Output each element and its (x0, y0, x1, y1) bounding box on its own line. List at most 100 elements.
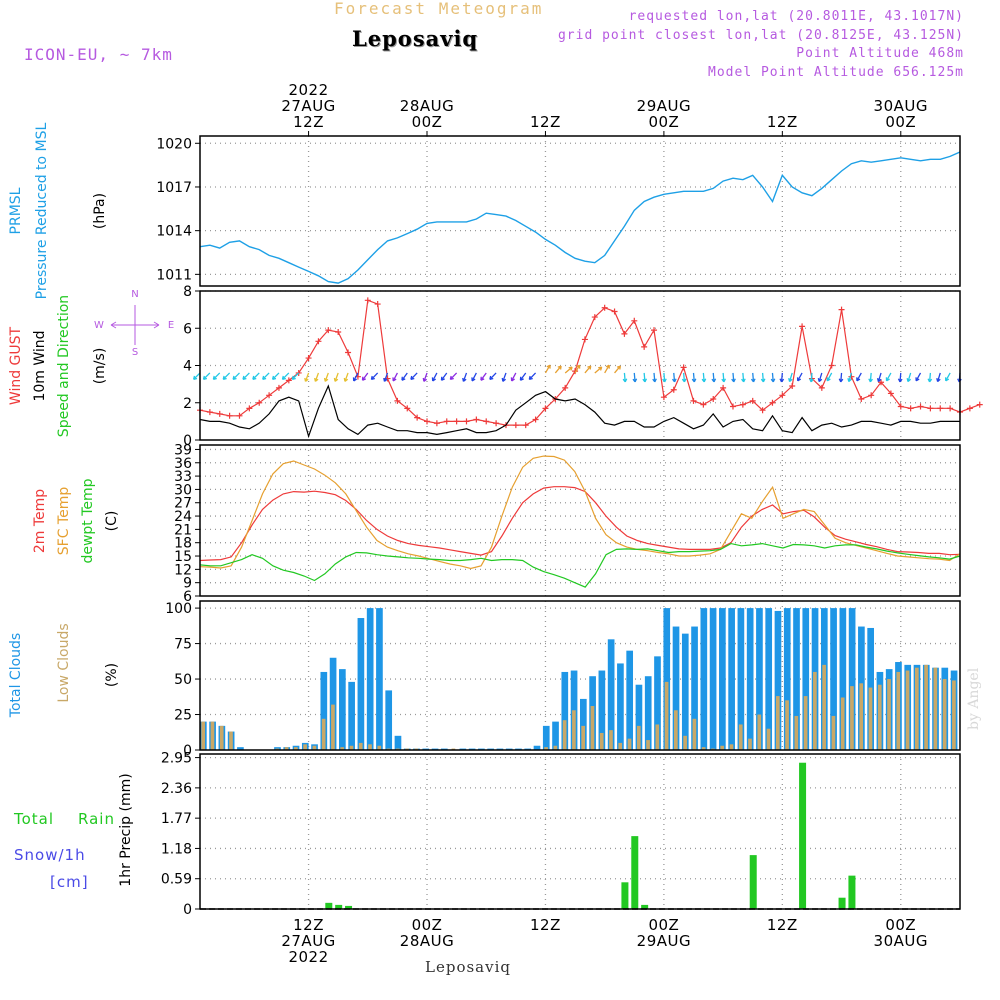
time-label-bottom: 00Z (885, 916, 916, 934)
gust-point (887, 390, 894, 397)
gust-point (542, 405, 549, 412)
label-wind-unit: (m/s) (92, 348, 108, 385)
wind-direction-arrow (662, 372, 667, 383)
gust-point (611, 308, 618, 315)
wind-direction-arrow (915, 372, 922, 382)
wind-direction-arrow (750, 372, 756, 383)
gust-point (453, 418, 460, 425)
low-cloud-bar (924, 664, 928, 750)
y-tick-label: 6 (183, 321, 192, 337)
wind-direction-arrow (431, 372, 438, 382)
low-cloud-bar (590, 706, 595, 750)
low-cloud-bar (720, 745, 725, 750)
y-tick-label: 2 (183, 396, 192, 412)
wind-direction-arrow (422, 372, 428, 382)
low-cloud-bar (794, 715, 799, 750)
rain-bar (848, 875, 856, 909)
low-cloud-bar (229, 731, 233, 750)
low-cloud-bar (646, 740, 650, 750)
footer-location: Leposaviq (425, 958, 511, 976)
low-cloud-bar (952, 680, 956, 750)
low-cloud-bar (618, 742, 623, 750)
wind-direction-arrow (291, 372, 300, 380)
low-cloud-bar (664, 681, 669, 750)
y-tick-label: 1020 (156, 136, 192, 152)
gust-point (522, 422, 529, 429)
wind-direction-arrow (392, 372, 398, 382)
gust-point (285, 377, 292, 384)
wind-direction-arrow (691, 372, 697, 383)
label-wind-gust: Wind GUST (8, 326, 24, 405)
wind-direction-arrow (944, 372, 951, 382)
gust-point (305, 355, 312, 362)
low-cloud-bar (544, 747, 548, 750)
wind-direction-arrow (271, 372, 280, 380)
wind-direction-arrow (632, 372, 638, 383)
time-label-bottom: 2022 (288, 948, 328, 966)
total-cloud-bar (737, 608, 745, 750)
wind-direction-arrow (770, 372, 776, 383)
wind-direction-arrow (681, 372, 687, 383)
grid-point-coords: grid point closest lon,lat (20.8125E, 43… (557, 28, 964, 43)
gust-point (759, 407, 766, 414)
wind-direction-arrow (809, 372, 814, 383)
low-cloud-bar (609, 730, 613, 750)
wind-direction-arrow (856, 372, 862, 382)
low-cloud-bar (349, 745, 354, 750)
total-cloud-bar (607, 639, 615, 750)
low-cloud-bar (803, 696, 808, 750)
y-tick-label: 9 (183, 576, 192, 592)
low-cloud-bar (674, 710, 678, 750)
total-cloud-bar (542, 725, 550, 750)
low-cloud-bar (896, 671, 901, 750)
total-cloud-bar (580, 698, 587, 750)
gust-point (275, 384, 282, 391)
y-tick-label: 4 (183, 359, 192, 375)
low-cloud-bar (738, 724, 743, 750)
gust-point (621, 330, 628, 337)
low-cloud-bar (321, 718, 326, 750)
time-label-bottom: 00Z (412, 916, 443, 934)
gust-point (769, 399, 776, 406)
wind-line (199, 384, 960, 439)
gust-point (364, 297, 371, 304)
wind-direction-arrow (594, 366, 603, 374)
dewpoint-line (199, 542, 961, 588)
wind-direction-arrow (614, 365, 621, 374)
gust-point (512, 422, 519, 429)
low-cloud-bar (933, 667, 938, 750)
wind-direction-arrow (760, 372, 766, 383)
point-altitude: Point Altitude 468m (796, 46, 964, 61)
wind-direction-arrow (927, 372, 933, 383)
label-dewpt-temp: dewpt Temp (80, 478, 96, 563)
total-cloud-bar (348, 681, 355, 750)
legend-snow-unit: [cm] (50, 873, 89, 891)
compass-e: E (168, 320, 174, 331)
low-cloud-bar (822, 664, 826, 750)
low-cloud-bar (581, 725, 586, 750)
total-cloud-bar (765, 608, 773, 750)
gust-point (947, 405, 954, 412)
wind-direction-arrow (314, 372, 320, 382)
gust-point (739, 401, 746, 408)
gust-point (493, 420, 500, 427)
wind-direction-arrow (906, 372, 912, 383)
low-cloud-bar (331, 704, 335, 750)
time-label-top: 12Z (767, 113, 798, 131)
time-label-top: 2022 (288, 81, 328, 99)
wind-direction-arrow (788, 372, 793, 383)
gust-point (651, 327, 658, 334)
total-cloud-bar (793, 608, 800, 750)
gust-point (700, 401, 707, 408)
label-cloud-unit: (%) (104, 663, 120, 687)
wind-direction-arrow (352, 372, 359, 382)
panel-frame (199, 600, 961, 751)
gust-point (729, 403, 736, 410)
gust-point (818, 384, 825, 391)
gust-point (532, 416, 539, 423)
total-cloud-bar (644, 676, 652, 750)
gust-point (483, 418, 490, 425)
wind-direction-arrow (440, 372, 448, 381)
gust-point (433, 420, 440, 427)
